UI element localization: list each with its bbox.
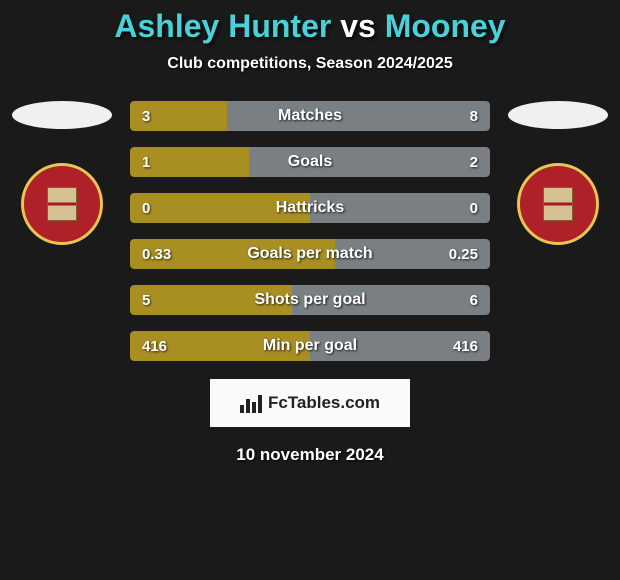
stat-row: 56Shots per goal [130, 285, 490, 315]
player-left-avatar [12, 101, 112, 129]
stats-bars: 38Matches 12Goals 00Hattricks 0.330.25Goals… [130, 101, 490, 361]
comparison-layout: 38Matches 12Goals 00Hattricks 0.330.25Goals… [0, 101, 620, 361]
left-player-column [12, 101, 112, 245]
stat-label: Shots per goal [130, 285, 490, 315]
stat-label: Matches [130, 101, 490, 131]
branding-text: FcTables.com [268, 393, 380, 413]
right-player-column [508, 101, 608, 245]
stat-label: Goals [130, 147, 490, 177]
stat-row: 0.330.25Goals per match [130, 239, 490, 269]
date-label: 10 november 2024 [0, 445, 620, 465]
vs-separator: vs [340, 8, 376, 44]
stat-label: Goals per match [130, 239, 490, 269]
stat-row: 416416Min per goal [130, 331, 490, 361]
player-right-avatar [508, 101, 608, 129]
player-right-club-badge [517, 163, 599, 245]
player-right-name: Mooney [385, 8, 506, 44]
player-left-club-badge [21, 163, 103, 245]
subtitle: Club competitions, Season 2024/2025 [0, 55, 620, 73]
comparison-card: Ashley Hunter vs Mooney Club competition… [0, 0, 620, 465]
stat-row: 12Goals [130, 147, 490, 177]
stat-row: 38Matches [130, 101, 490, 131]
page-title: Ashley Hunter vs Mooney [0, 8, 620, 45]
chart-icon [240, 393, 262, 413]
stat-row: 00Hattricks [130, 193, 490, 223]
player-left-name: Ashley Hunter [114, 8, 331, 44]
stat-label: Hattricks [130, 193, 490, 223]
stat-label: Min per goal [130, 331, 490, 361]
branding-box: FcTables.com [210, 379, 410, 427]
